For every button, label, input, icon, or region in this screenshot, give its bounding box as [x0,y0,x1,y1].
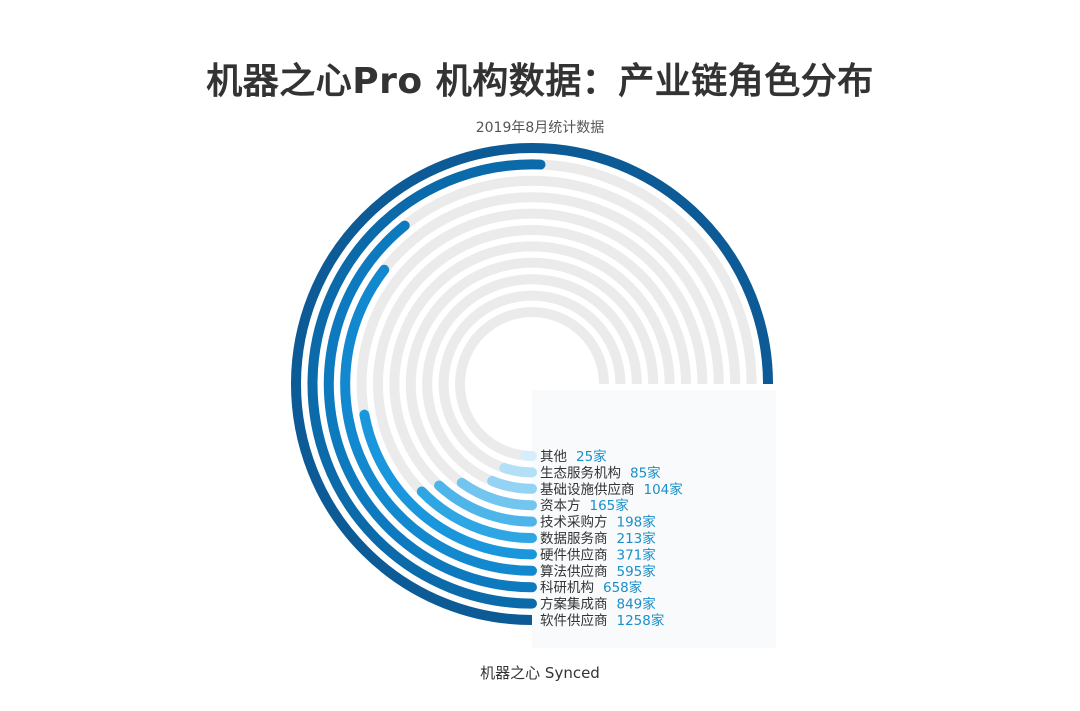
bar-arc-6 [359,409,537,560]
bar-arcs [291,143,773,625]
bar-category-label: 其他 [540,449,567,465]
bar-category-label: 资本方 [540,498,581,514]
bar-arc-8 [323,220,537,593]
bar-arc-3 [456,477,537,511]
bar-arc-10 [291,143,773,625]
bar-value-label: 595家 [617,563,657,580]
track-ring [455,307,609,461]
legend-panel [532,390,776,648]
bar-arc-5 [416,486,537,543]
bar-value-label: 849家 [617,596,657,613]
bar-value-label: 213家 [617,530,657,547]
bar-category-label: 科研机构 [540,580,594,596]
bar-value-label: 165家 [590,497,630,514]
bar-value-label: 25家 [576,448,607,465]
bar-category-label: 技术采购方 [540,515,608,531]
bar-arc-9 [307,159,546,609]
bar-value-label: 1258家 [617,612,665,629]
bar-category-label: 生态服务机构 [540,465,621,481]
bar-arc-2 [487,475,537,494]
bar-arc-4 [434,480,537,527]
chart-subtitle: 2019年8月统计数据 [475,120,605,136]
track-ring [438,290,626,478]
track-ring [422,274,642,494]
bar-category-label: 算法供应商 [540,563,608,580]
bar-category-label: 方案集成商 [540,596,608,613]
track-ring [405,257,659,511]
bar-category-label: 数据服务商 [540,531,608,547]
bar-value-label: 658家 [603,579,643,596]
bar-arc-1 [499,462,537,478]
bar-category-label: 基础设施供应商 [540,481,635,498]
bar-value-label: 198家 [617,514,657,531]
bar-value-label: 371家 [617,546,657,563]
chart-title: 机器之心Pro 机构数据：产业链角色分布 [206,61,874,102]
bar-arc-7 [340,264,537,576]
bar-category-label: 软件供应商 [540,612,608,629]
bar-value-label: 104家 [644,481,684,498]
bar-value-label: 85家 [630,464,661,481]
bar-category-label: 硬件供应商 [540,546,608,563]
chart-footer: 机器之心 Synced [480,664,600,682]
